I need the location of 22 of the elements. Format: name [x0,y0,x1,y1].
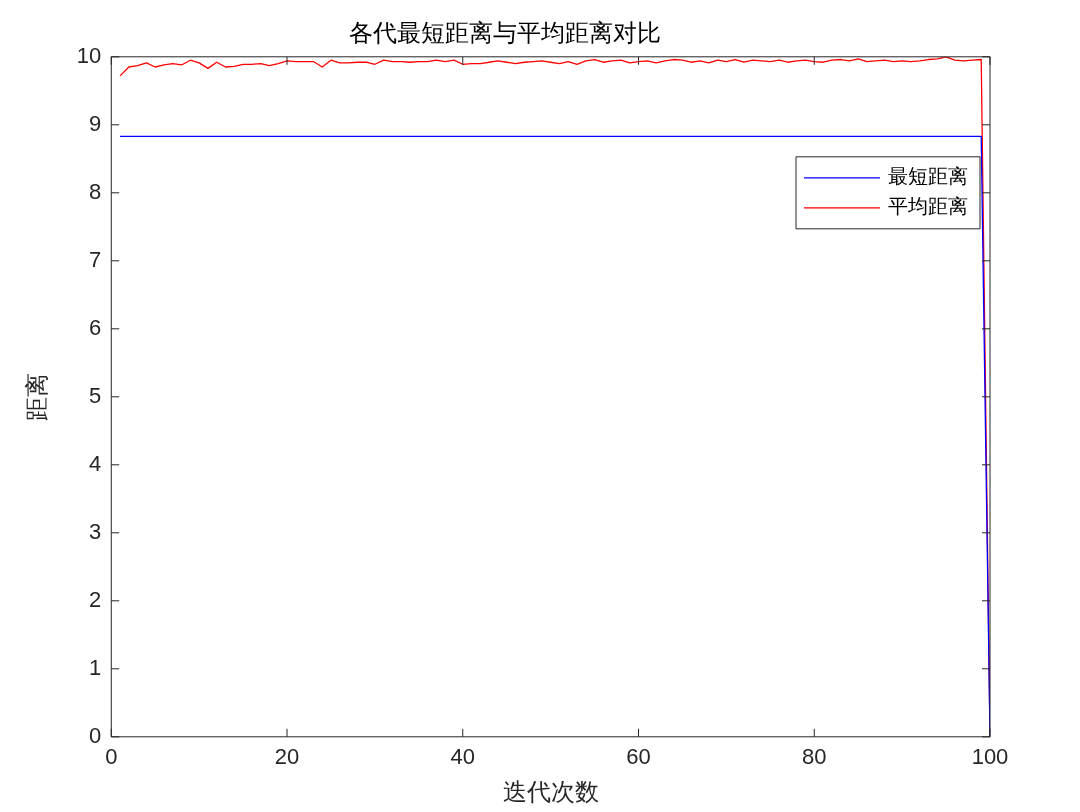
y-tick-label: 10 [76,42,102,68]
y-tick-label: 7 [89,246,102,272]
x-axis-title: 迭代次数 [502,778,599,805]
y-axis-title: 距离 [23,372,50,421]
y-tick-label: 9 [89,110,102,136]
y-tick-label: 5 [89,382,102,408]
y-tick-label: 0 [89,722,102,748]
legend-label: 最短距离 [888,165,968,188]
x-tick-label: 100 [971,744,1009,770]
x-tick-label: 80 [802,744,827,770]
x-tick-label: 40 [450,744,475,770]
x-tick-label: 0 [105,744,118,770]
chart-title: 各代最短距离与平均距离对比 [349,19,661,46]
y-tick-label: 2 [89,586,102,612]
y-tick-label: 8 [89,178,102,204]
y-tick-label: 1 [89,654,102,680]
y-tick-label: 4 [89,450,102,476]
x-tick-label: 60 [626,744,651,770]
y-tick-label: 6 [89,314,102,340]
y-tick-label: 3 [89,518,102,544]
legend-label: 平均距离 [888,195,968,218]
x-tick-label: 20 [274,744,300,770]
